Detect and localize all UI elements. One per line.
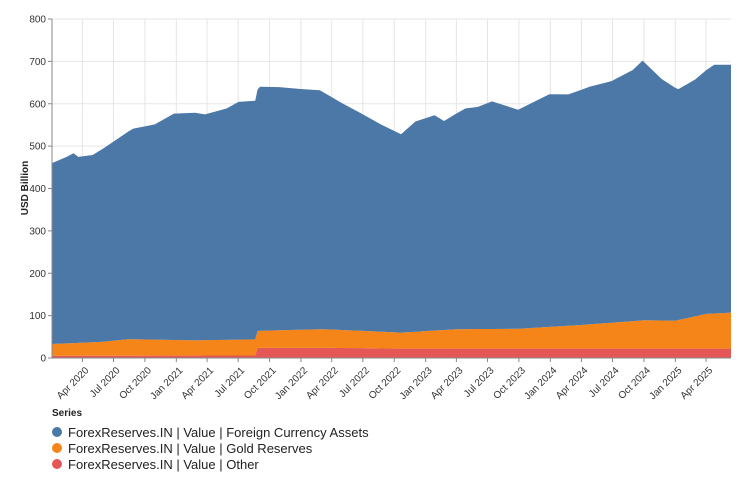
- x-tick-label: Apr 2024: [554, 365, 591, 400]
- legend-title: Series: [52, 408, 83, 419]
- legend-label-other: ForexReserves.IN | Value | Other: [68, 456, 259, 472]
- area-foreign-currency-assets: [52, 60, 731, 345]
- legend-swatch-other: [52, 459, 62, 469]
- area-other: [52, 347, 731, 358]
- y-tick-label: 0: [40, 354, 46, 365]
- legend-item-gold-reserves: ForexReserves.IN | Value | Gold Reserves: [52, 440, 369, 456]
- x-tick-label: Apr 2021: [180, 365, 217, 400]
- legend: Series ForexReserves.IN | Value | Foreig…: [52, 408, 369, 472]
- y-tick-label: 500: [29, 142, 46, 153]
- legend-label-foreign-currency-assets: ForexReserves.IN | Value | Foreign Curre…: [68, 424, 369, 440]
- y-tick-label: 800: [29, 15, 46, 26]
- x-tick-label: Apr 2025: [679, 365, 716, 400]
- y-axis-title: USD Billion: [20, 161, 31, 215]
- y-tick-label: 600: [29, 99, 46, 110]
- legend-item-foreign-currency-assets: ForexReserves.IN | Value | Foreign Curre…: [52, 424, 369, 440]
- y-tick-label: 400: [29, 184, 46, 195]
- y-tick-label: 200: [29, 269, 46, 280]
- area-gold-reserves: [52, 312, 731, 356]
- x-tick-label: Apr 2022: [304, 365, 341, 400]
- legend-swatch-gold-reserves: [52, 443, 62, 453]
- area-series: [52, 60, 731, 358]
- legend-swatch-foreign-currency-assets: [52, 427, 62, 437]
- x-tick-label: Apr 2023: [429, 365, 466, 400]
- y-tick-label: 100: [29, 311, 46, 322]
- legend-label-gold-reserves: ForexReserves.IN | Value | Gold Reserves: [68, 440, 313, 456]
- y-tick-label: 300: [29, 226, 46, 237]
- legend-item-other: ForexReserves.IN | Value | Other: [52, 456, 369, 472]
- y-axis-ticks: 0 100 200 300 400 500 600 700 800: [29, 15, 52, 365]
- x-tick-label: Apr 2020: [55, 365, 92, 400]
- y-tick-label: 700: [29, 57, 46, 68]
